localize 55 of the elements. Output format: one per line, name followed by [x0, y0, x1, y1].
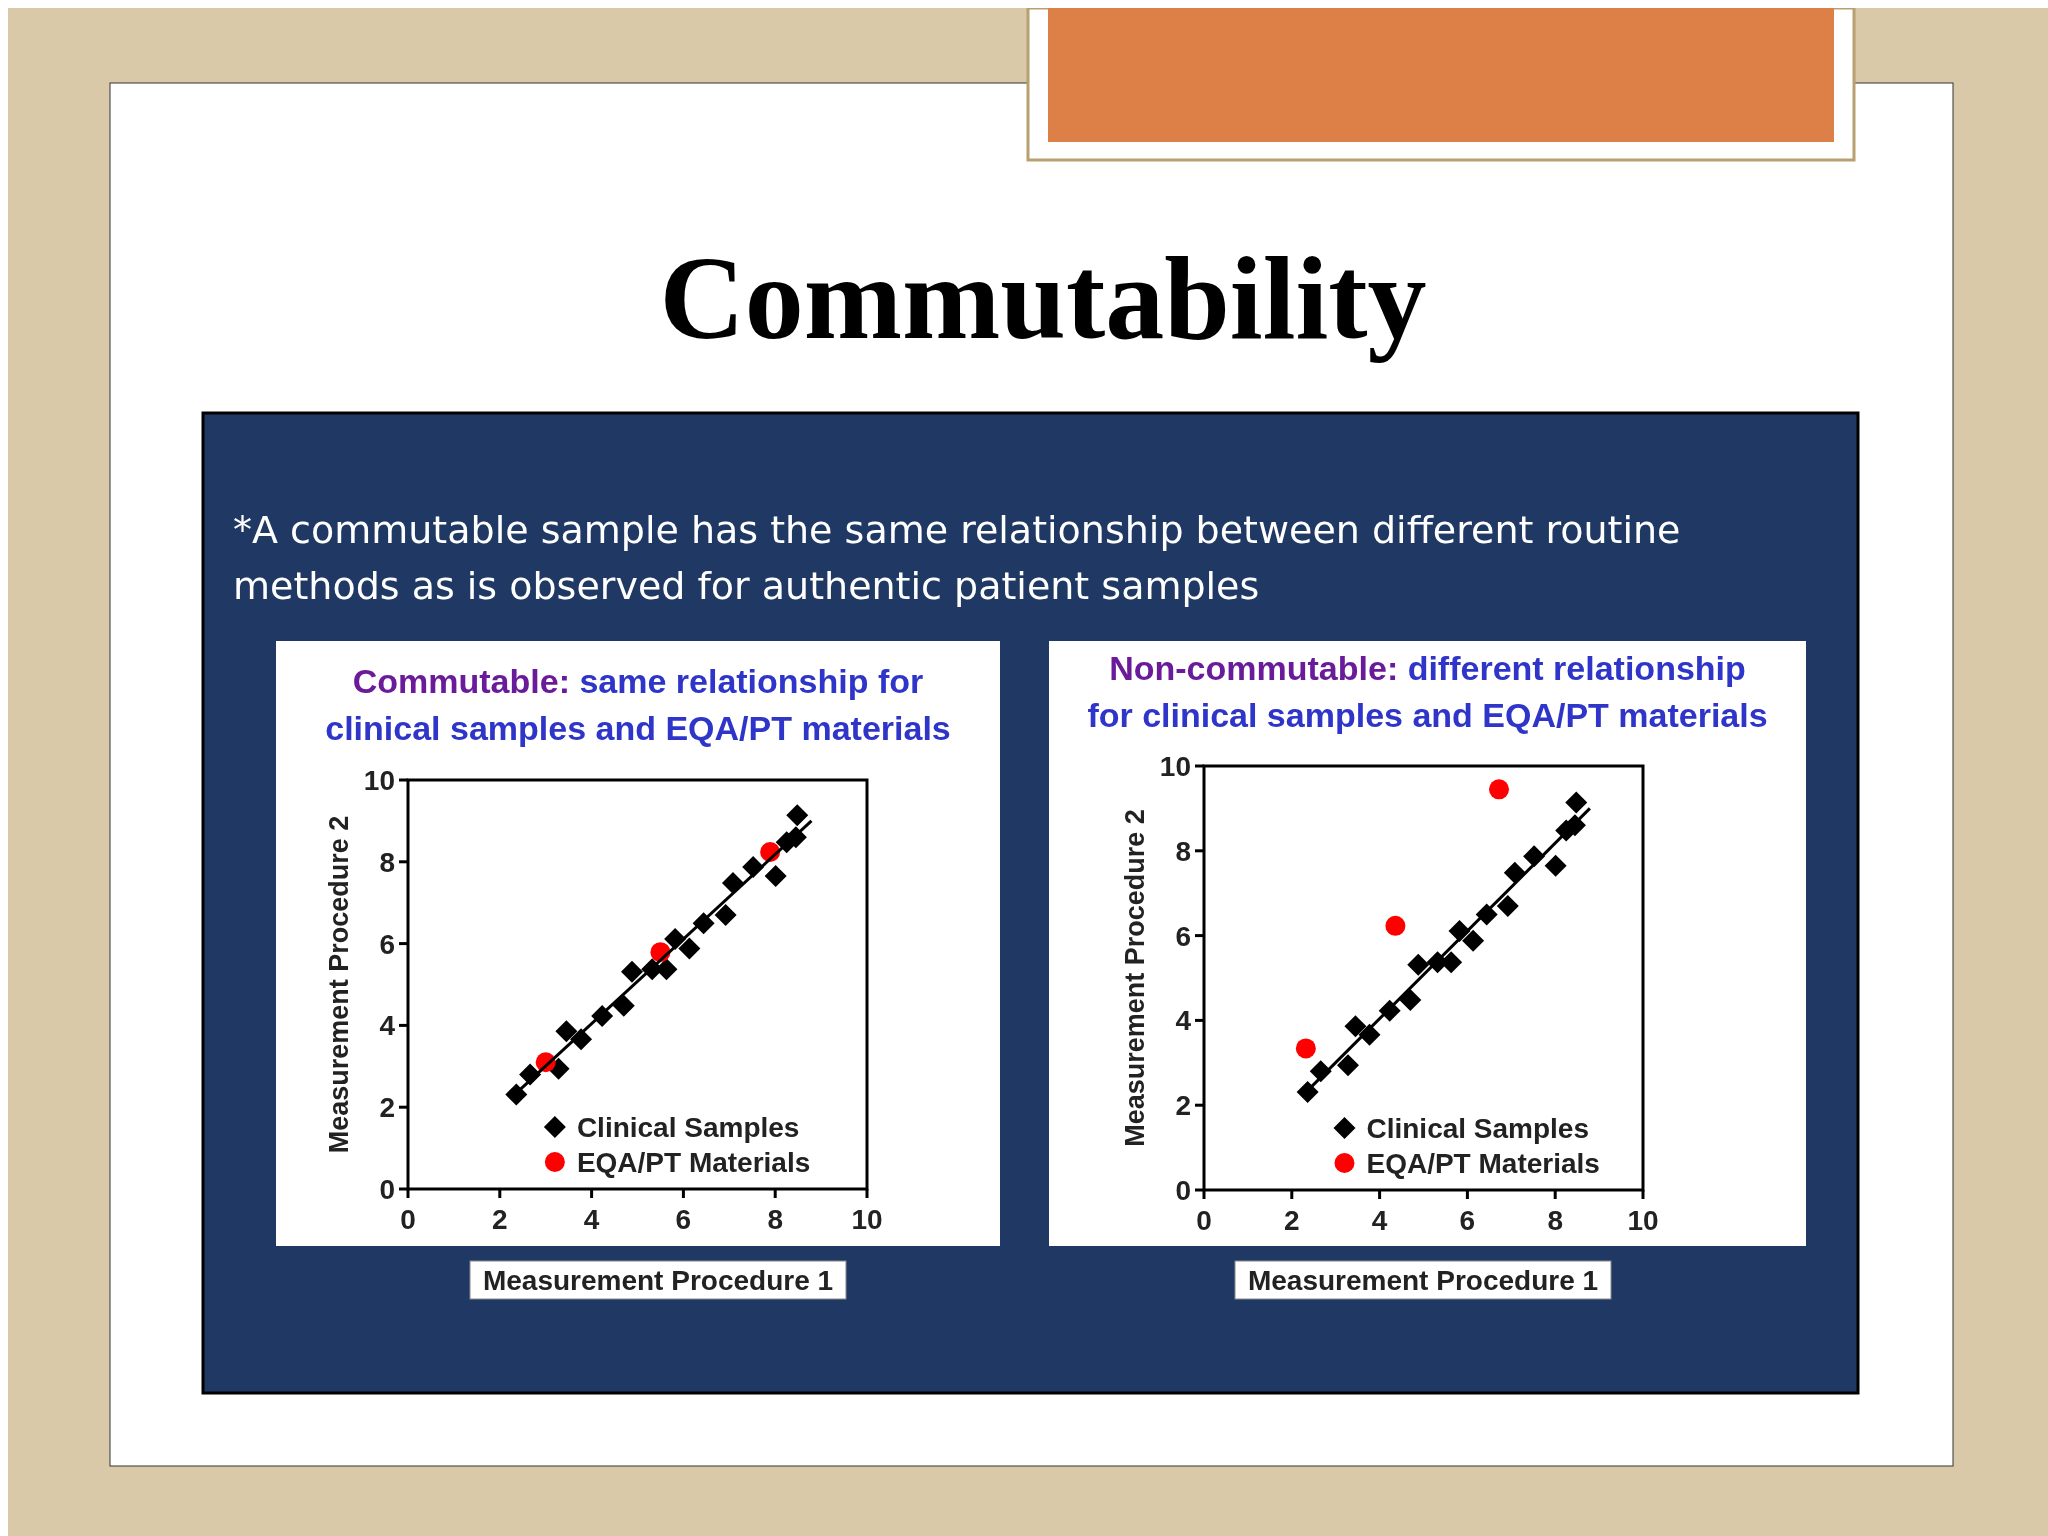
point — [612, 994, 635, 1017]
point — [678, 937, 701, 960]
y-tick-label: 6 — [379, 928, 395, 960]
point — [1399, 989, 1422, 1012]
y-axis-title: Measurement Procedure 2 — [1120, 809, 1150, 1147]
y-tick-label: 4 — [1175, 1005, 1192, 1037]
point — [1407, 953, 1430, 976]
text: Commutability — [659, 233, 1427, 364]
y-tick-label: 4 — [379, 1010, 396, 1042]
x-axis-title: Measurement Procedure 1 — [1247, 1265, 1599, 1296]
chart-title: Non-commutable: different relationship for clinical samples and EQA/PT materials — [1087, 649, 1768, 734]
point — [1295, 1038, 1316, 1059]
x-tick-label: 0 — [400, 1204, 416, 1235]
x-tick-label: 2 — [492, 1204, 508, 1235]
x-tick-label: 4 — [1371, 1205, 1388, 1236]
point — [1544, 854, 1567, 877]
point — [786, 804, 809, 827]
point — [620, 960, 643, 983]
legend-label: Clinical Samples — [1366, 1113, 1590, 1144]
y-tick-label: 0 — [379, 1174, 395, 1205]
text: *A commutable sample has the same relationship between different routine methods as is observed for authentic patient samples — [233, 508, 1681, 608]
y-tick-label: 10 — [1159, 751, 1191, 782]
x-tick-label: 10 — [1627, 1205, 1659, 1236]
x-tick-label: 10 — [851, 1204, 883, 1235]
x-tick-label: 4 — [583, 1204, 600, 1235]
y-tick-label: 0 — [1175, 1175, 1191, 1206]
y-tick-label: 2 — [379, 1092, 395, 1124]
point — [1503, 861, 1526, 884]
point — [1496, 894, 1519, 917]
y-tick-label: 10 — [363, 765, 395, 796]
point — [1336, 1054, 1359, 1077]
legend-label: EQA/PT Materials — [1366, 1148, 1600, 1179]
x-tick-label: 2 — [1284, 1205, 1300, 1236]
x-tick-label: 6 — [1459, 1205, 1476, 1236]
x-tick-label: 8 — [1547, 1205, 1563, 1236]
x-tick-label: 6 — [675, 1204, 692, 1235]
legend-label: Clinical Samples — [576, 1112, 800, 1143]
legend-label: EQA/PT Materials — [576, 1147, 811, 1178]
x-tick-label: 8 — [767, 1204, 783, 1235]
point — [714, 903, 737, 926]
y-tick-label: 2 — [1175, 1090, 1191, 1122]
point — [1344, 1015, 1367, 1038]
y-tick-label: 8 — [1175, 835, 1191, 867]
point — [1565, 791, 1588, 814]
point — [1489, 779, 1510, 800]
y-tick-label: 6 — [1175, 920, 1191, 952]
point — [1385, 915, 1406, 936]
chart-title: Commutable: same relationship for clinical samples and EQA/PT materials — [325, 662, 951, 747]
y-axis-title: Measurement Procedure 2 — [324, 815, 354, 1154]
x-axis-title: Measurement Procedure 1 — [482, 1265, 834, 1296]
y-tick-label: 8 — [379, 846, 395, 878]
point — [764, 865, 787, 888]
point — [1462, 929, 1485, 952]
point — [555, 1020, 578, 1043]
x-tick-label: 0 — [1196, 1205, 1212, 1236]
